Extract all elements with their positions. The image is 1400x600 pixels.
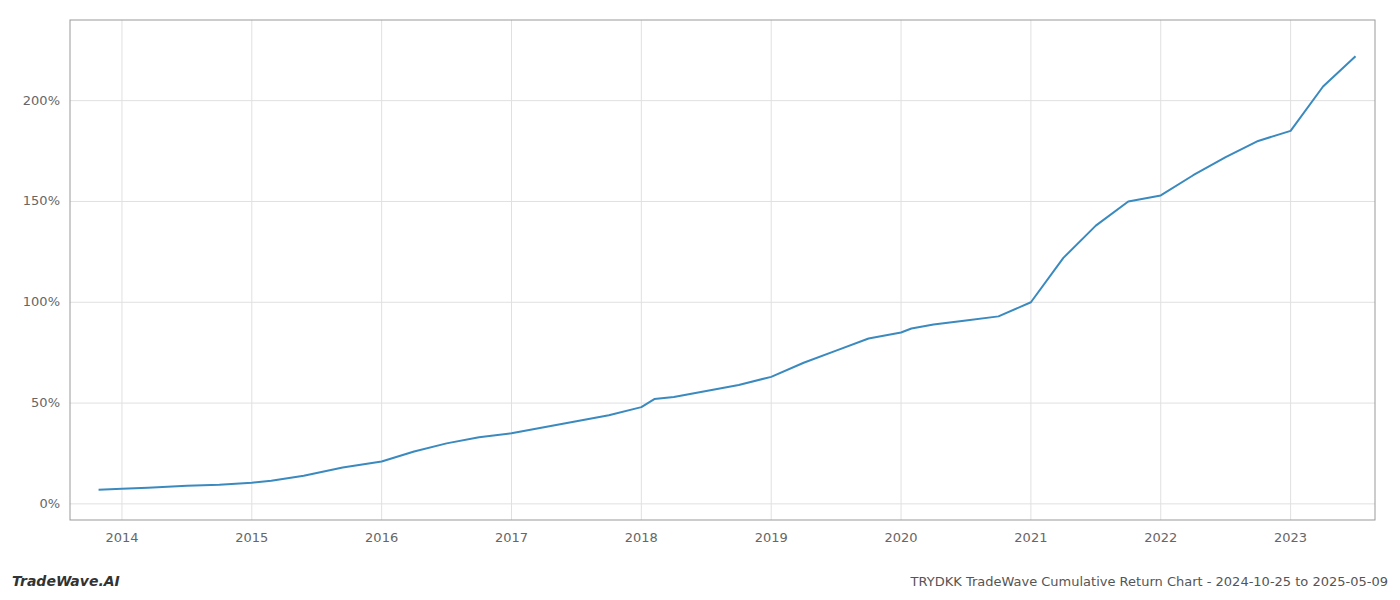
x-grid-line (901, 20, 902, 520)
x-grid-line (1030, 20, 1031, 520)
line (99, 56, 1356, 489)
x-grid-line (511, 20, 512, 520)
watermark: TradeWave.AI (12, 573, 120, 589)
x-grid-line (771, 20, 772, 520)
x-tick-label: 2017 (495, 530, 528, 545)
x-tick-label: 2019 (755, 530, 788, 545)
y-grid-line (70, 403, 1375, 404)
x-tick-label: 2020 (884, 530, 917, 545)
grid (70, 20, 1375, 520)
y-tick-label: 150% (23, 193, 60, 208)
title: TRYDKK TradeWave Cumulative Return Chart… (910, 574, 1388, 589)
y-grid-line (70, 503, 1375, 504)
x-tick-label: 2021 (1014, 530, 1047, 545)
x-tick-label: 2023 (1274, 530, 1307, 545)
y-grid-line (70, 201, 1375, 202)
series (99, 56, 1356, 489)
x-tick-label: 2015 (235, 530, 268, 545)
x-grid-line (1160, 20, 1161, 520)
x-grid-line (641, 20, 642, 520)
x-grid-line (121, 20, 122, 520)
y-grid-line (70, 100, 1375, 101)
x-tick-label: 2014 (105, 530, 138, 545)
y-tick-label: 50% (31, 395, 60, 410)
axes: 0% 50% 100% 150% 200% 2014 2015 2016 2017 2018 201… (23, 20, 1375, 545)
y-tick-label: 0% (39, 496, 60, 511)
y-tick-label: 200% (23, 93, 60, 108)
y-grid-line (70, 302, 1375, 303)
x-tick-label: 2016 (365, 530, 398, 545)
y-tick-label: 100% (23, 294, 60, 309)
x-grid-line (381, 20, 382, 520)
x-tick-label: 2018 (625, 530, 658, 545)
x-grid-line (251, 20, 252, 520)
plot-frame (70, 20, 1375, 520)
chart: 0% 50% 100% 150% 200% 2014 2015 2016 2017 2018 201… (0, 0, 1400, 600)
x-grid-line (1290, 20, 1291, 520)
x-tick-label: 2022 (1144, 530, 1177, 545)
